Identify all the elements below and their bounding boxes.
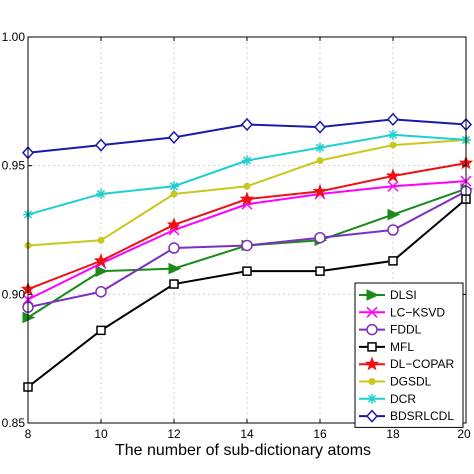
data-point-bdsrlcdl	[313, 120, 327, 134]
legend-item-dlsi: DLSI	[359, 288, 417, 302]
legend-label: BDSRLCDL	[390, 409, 454, 423]
data-point-dcr	[242, 155, 252, 166]
legend-item-fddl: FDDL	[359, 323, 422, 337]
data-point-dgsdl	[97, 236, 105, 244]
legend-label: FDDL	[390, 323, 422, 337]
data-point-dcr	[315, 142, 325, 153]
data-point-fddl	[168, 242, 180, 254]
data-point-mfl	[388, 256, 398, 266]
data-point-dcr	[96, 188, 106, 199]
data-point-fddl	[314, 231, 326, 244]
data-point-dgsdl	[316, 157, 324, 165]
x-tick-label: 10	[94, 427, 108, 441]
data-point-bdsrlcdl	[167, 130, 181, 144]
x-tick-label: 18	[386, 427, 400, 441]
data-point-bdsrlcdl	[240, 117, 254, 132]
data-point-dl-copar	[239, 191, 255, 206]
legend-marker-fddl	[366, 323, 378, 336]
x-tick-label: 8	[25, 427, 32, 441]
legend-item-bdsrlcdl: BDSRLCDL	[359, 409, 454, 423]
legend-label: DCR	[390, 392, 416, 406]
data-point-dgsdl	[170, 190, 178, 198]
series-bdsrlcdl	[21, 112, 473, 160]
data-point-dl-copar	[312, 183, 328, 198]
legend-label: DGSDL	[390, 375, 432, 389]
legend-marker-dcr	[367, 393, 377, 404]
legend-label: LC−KSVD	[390, 305, 445, 319]
data-point-dlsi	[95, 265, 109, 277]
legend-label: DLSI	[390, 288, 417, 302]
data-point-mfl	[169, 279, 179, 289]
legend-item-dgsdl: DGSDL	[359, 375, 432, 389]
data-point-bdsrlcdl	[386, 112, 400, 126]
y-tick-label: 0.85	[2, 416, 26, 430]
legend-item-dcr: DCR	[359, 392, 416, 406]
legend-marker-mfl	[367, 342, 377, 352]
x-tick-label: 20	[457, 427, 471, 441]
y-tick-label: 0.90	[2, 287, 26, 301]
legend-marker-bdsrlcdl	[365, 409, 379, 423]
y-tick-label: 0.95	[2, 159, 26, 173]
legend-item-dl-copar: DL−COPAR	[359, 356, 454, 371]
data-point-bdsrlcdl	[94, 138, 108, 152]
y-tick-label: 1.00	[2, 30, 26, 44]
data-point-dgsdl	[389, 141, 397, 149]
legend-marker-dgsdl	[368, 378, 376, 385]
data-point-mfl	[96, 325, 106, 336]
data-point-lc-ksvd	[387, 180, 399, 192]
data-point-mfl	[242, 266, 252, 276]
data-point-dcr	[388, 129, 398, 140]
data-point-dlsi	[387, 208, 401, 221]
legend-item-mfl: MFL	[359, 340, 414, 354]
data-point-mfl	[315, 266, 325, 276]
data-point-dcr	[169, 181, 179, 192]
data-point-fddl	[387, 224, 399, 236]
series-dgsdl	[24, 136, 470, 249]
legend-marker-lc-ksvd	[366, 306, 378, 318]
x-tick-label: 12	[167, 427, 181, 441]
legend-box	[354, 282, 464, 428]
data-point-fddl	[95, 286, 107, 298]
legend-label: MFL	[390, 340, 414, 354]
data-point-dgsdl	[243, 182, 251, 190]
data-point-dl-copar	[385, 168, 401, 183]
series-fddl	[22, 185, 472, 313]
legend-label: DL−COPAR	[390, 357, 454, 371]
data-point-fddl	[241, 239, 253, 252]
x-tick-label: 14	[240, 427, 254, 441]
series-layer	[20, 112, 474, 392]
ticks: 8 10 12 14 16 18 20 0.85 0.90 0.95 1.00	[2, 30, 471, 441]
legend-marker-dlsi	[366, 289, 380, 301]
legend-item-lc-ksvd: LC−KSVD	[359, 305, 445, 319]
data-point-dlsi	[168, 262, 182, 275]
x-tick-label: 16	[313, 427, 327, 441]
legend-marker-dl-copar	[364, 356, 380, 371]
x-axis-label: The number of sub-dictionary atoms	[115, 442, 371, 459]
data-point-dl-copar	[93, 253, 109, 268]
legend: DLSI LC−KSVD FDDL MFL DL−COPAR DGSDL DCR BDSRLC…	[354, 282, 464, 428]
data-point-dl-copar	[166, 217, 182, 232]
